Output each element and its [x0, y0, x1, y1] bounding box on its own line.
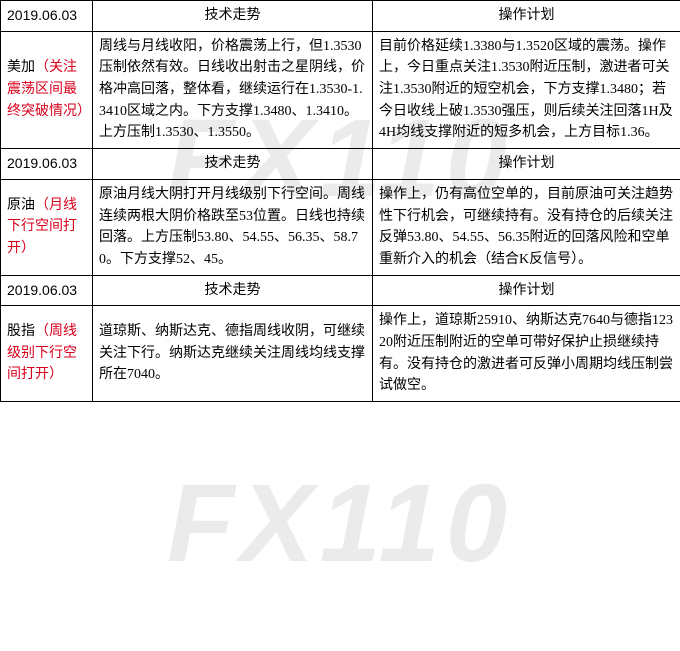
- analysis-table: 2019.06.03 技术走势 操作计划 美加（关注震荡区间最终突破情况） 周线…: [0, 0, 680, 402]
- instrument-label: 股指（周线级别下行空间打开）: [1, 306, 93, 402]
- trend-cell: 原油月线大阴打开月线级别下行空间。周线连续两根大阴价格跌至53位置。日线也持续回…: [93, 179, 373, 275]
- instrument-label: 原油（月线下行空间打开）: [1, 179, 93, 275]
- col-header-plan: 操作计划: [373, 275, 680, 306]
- col-header-plan: 操作计划: [373, 1, 680, 32]
- trend-cell: 周线与月线收阳，价格震荡上行，但1.3530压制依然有效。日线收出射击之星阴线，…: [93, 31, 373, 148]
- plan-cell: 操作上，仍有高位空单的，目前原油可关注趋势性下行机会，可继续持有。没有持仓的后续…: [373, 179, 680, 275]
- instrument-name: 原油: [7, 198, 35, 213]
- watermark: FX110: [167, 460, 513, 587]
- col-header-trend: 技术走势: [93, 1, 373, 32]
- plan-cell: 目前价格延续1.3380与1.3520区域的震荡。操作上，今日重点关注1.353…: [373, 31, 680, 148]
- date-cell: 2019.06.03: [1, 149, 93, 180]
- instrument-label: 美加（关注震荡区间最终突破情况）: [1, 31, 93, 148]
- date-cell: 2019.06.03: [1, 1, 93, 32]
- trend-cell: 道琼斯、纳斯达克、德指周线收阴，可继续关注下行。纳斯达克继续关注周线均线支撑所在…: [93, 306, 373, 402]
- col-header-trend: 技术走势: [93, 275, 373, 306]
- col-header-plan: 操作计划: [373, 149, 680, 180]
- instrument-name: 美加: [7, 60, 35, 75]
- plan-cell: 操作上，道琼斯25910、纳斯达克7640与德指12320附近压制附近的空单可带…: [373, 306, 680, 402]
- col-header-trend: 技术走势: [93, 149, 373, 180]
- date-cell: 2019.06.03: [1, 275, 93, 306]
- instrument-name: 股指: [7, 324, 35, 339]
